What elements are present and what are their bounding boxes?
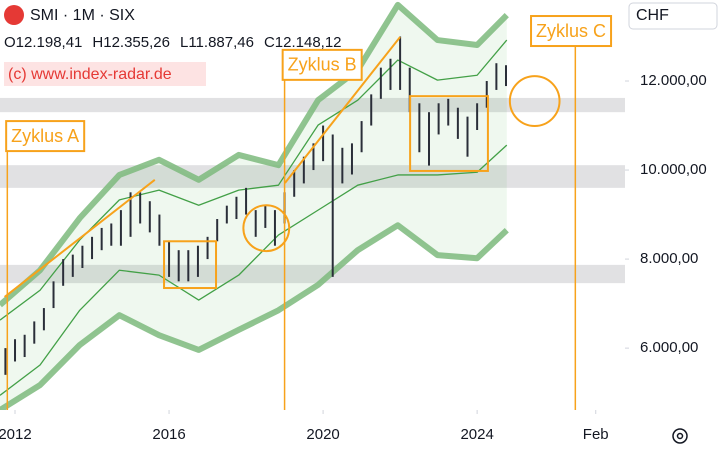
watermark: (c) www.index-radar.de xyxy=(8,66,172,83)
y-tick-label: 8.000,00 xyxy=(640,250,698,267)
symbol-logo xyxy=(4,5,24,25)
cycle-label: Zyklus C xyxy=(536,21,606,41)
quote-value: L11.887,46 xyxy=(180,34,254,51)
band-inner-line xyxy=(0,144,508,396)
quote-value: C12.148,12 xyxy=(264,34,342,51)
quote-value: H12.355,26 xyxy=(92,34,170,51)
cycle-label-box xyxy=(5,120,86,153)
highlight-box xyxy=(409,95,489,172)
cycle-label: Zyklus B xyxy=(288,55,357,75)
quote-value: O12.198,41 xyxy=(4,34,82,51)
band-outer-line xyxy=(0,222,509,410)
x-tick-label: Feb xyxy=(583,426,609,443)
y-tick-label: 10.000,00 xyxy=(640,161,707,178)
cycle-label: Zyklus A xyxy=(11,126,79,146)
x-tick-label: 2020 xyxy=(306,426,339,443)
band-fill xyxy=(0,4,507,410)
cycle-label-box xyxy=(530,15,613,48)
highlight-circle xyxy=(242,204,291,253)
trend-line xyxy=(4,179,156,298)
settings-icon[interactable] xyxy=(672,428,688,444)
trend-line xyxy=(284,36,401,184)
currency-box[interactable] xyxy=(628,2,718,30)
settings-icon-center[interactable] xyxy=(676,432,684,440)
watermark-bg xyxy=(4,62,206,86)
x-tick-label: 2016 xyxy=(152,426,185,443)
x-tick-label: 2012 xyxy=(0,426,32,443)
y-tick-label: 6.000,00 xyxy=(640,339,698,356)
currency[interactable]: CHF xyxy=(636,7,669,24)
chart-title: SMI · 1M · SIX xyxy=(30,7,135,24)
cycle-label-box xyxy=(281,48,363,81)
x-tick-label: 2024 xyxy=(460,426,493,443)
highlight-circle xyxy=(508,75,561,127)
y-tick-label: 12.000,00 xyxy=(640,72,707,89)
band-outer-line xyxy=(0,1,509,308)
plot-area: Zyklus A Zyklus B Zyklus C xyxy=(0,1,625,410)
highlight-box xyxy=(163,240,218,290)
support-zone xyxy=(0,264,625,284)
